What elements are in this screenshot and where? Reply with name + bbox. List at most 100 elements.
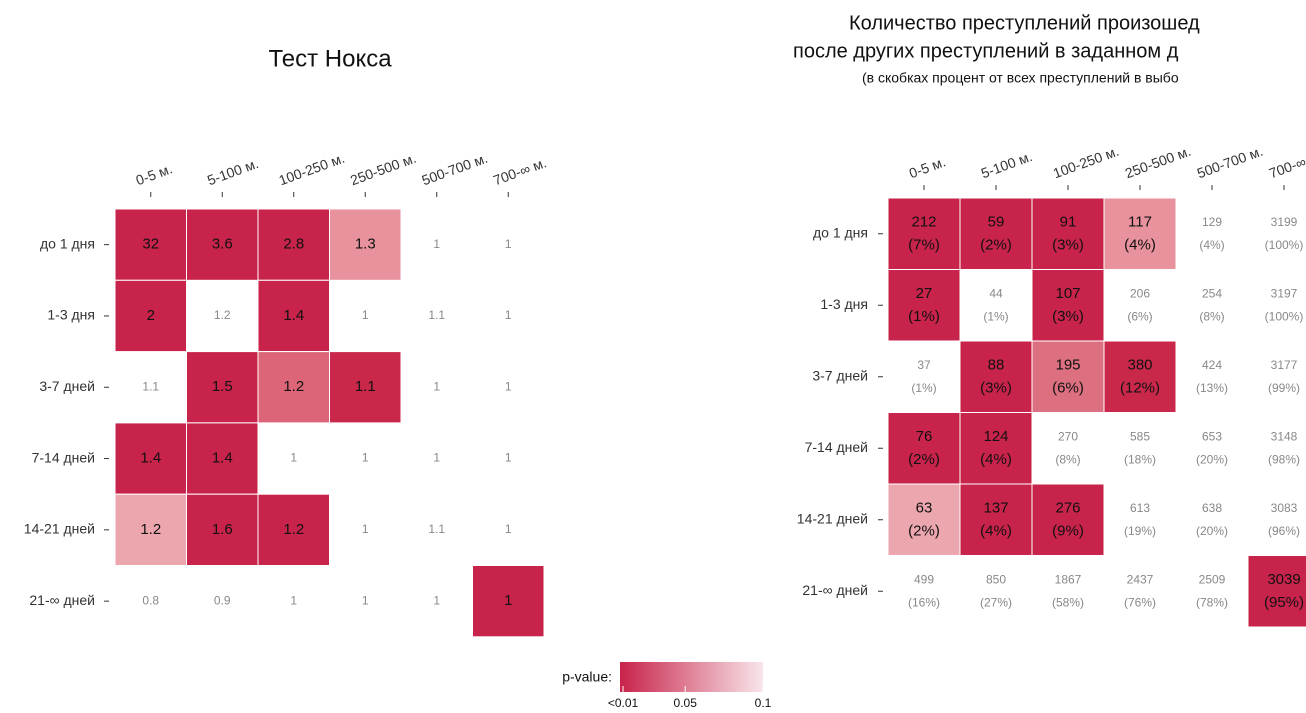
cell <box>186 351 259 424</box>
cell-label: 3.6 <box>212 236 233 253</box>
cell-label: 27 <box>916 285 933 302</box>
cell-label: 499 <box>914 572 934 586</box>
cell-label: 276 <box>1055 500 1080 517</box>
x-tick-label: 0-5 м. <box>907 153 948 181</box>
cell-label: 2437 <box>1127 572 1154 586</box>
cell <box>114 422 187 495</box>
cell-label: 2509 <box>1199 572 1226 586</box>
cell-percent: (19%) <box>1124 524 1156 538</box>
cell-percent: (4%) <box>980 451 1012 468</box>
cell-label: 91 <box>1060 214 1077 231</box>
cell-label: 653 <box>1202 429 1222 443</box>
cell <box>1031 483 1105 556</box>
x-tick-label: 0-5 м. <box>134 160 175 188</box>
cell-label: 1.1 <box>428 308 445 322</box>
cell <box>1248 413 1306 485</box>
cell-percent: (3%) <box>1052 237 1084 254</box>
cell-label: 270 <box>1058 429 1078 443</box>
legend-tick-label: 0.1 <box>755 696 772 710</box>
cell-percent: (6%) <box>1127 309 1152 323</box>
cell <box>959 412 1033 485</box>
cell-label: 1 <box>433 451 440 465</box>
cell-percent: (16%) <box>908 595 940 609</box>
y-tick-label: 3-7 дней <box>39 378 95 394</box>
y-tick-label: 1-3 дня <box>820 296 868 312</box>
cell-label: 1.5 <box>212 378 233 395</box>
cell-label: 1.2 <box>283 521 304 538</box>
x-tick-label: 250-500 м. <box>1123 143 1193 182</box>
cell-label: 1.2 <box>140 521 161 538</box>
cell <box>887 412 961 485</box>
cell <box>114 493 187 567</box>
cell-label: 212 <box>911 214 936 231</box>
cell <box>1104 556 1176 628</box>
cell <box>1104 413 1176 485</box>
cell-label: 1 <box>290 451 297 465</box>
cell-label: 124 <box>983 428 1008 445</box>
chart-title: Тест Нокса <box>268 45 392 72</box>
cell-label: 1.4 <box>283 307 304 324</box>
cell <box>1248 270 1306 342</box>
cell <box>959 340 1033 413</box>
cell-label: 1867 <box>1055 572 1082 586</box>
cell-percent: (12%) <box>1120 380 1160 397</box>
cell-percent: (9%) <box>1052 523 1084 540</box>
cell-percent: (3%) <box>1052 308 1084 325</box>
cell <box>1176 270 1248 342</box>
cell-percent: (1%) <box>983 309 1008 323</box>
chart-title: после других преступлений в заданном д <box>793 40 1179 62</box>
cell <box>1031 340 1105 413</box>
cell-label: 1 <box>362 451 369 465</box>
cell-percent: (2%) <box>980 237 1012 254</box>
cell-label: 63 <box>916 500 933 517</box>
cell-label: 37 <box>917 358 931 372</box>
cell-percent: (2%) <box>908 451 940 468</box>
cell-label: 206 <box>1130 286 1150 300</box>
cell <box>960 270 1032 342</box>
cell-percent: (20%) <box>1196 452 1228 466</box>
x-tick-label: 250-500 м. <box>348 150 418 189</box>
cell-label: 1.4 <box>140 450 161 467</box>
cell <box>960 556 1032 628</box>
cell-label: 3148 <box>1271 429 1298 443</box>
cell-label: 1.2 <box>214 308 231 322</box>
cell-percent: (8%) <box>1199 309 1224 323</box>
x-tick-label: 700-∞ м. <box>491 154 549 188</box>
cell-percent: (4%) <box>980 523 1012 540</box>
chart-title: Количество преступлений произошед <box>849 12 1200 34</box>
cell-label: 1 <box>505 308 512 322</box>
cell <box>257 208 330 281</box>
cell <box>1032 413 1104 485</box>
cell-percent: (100%) <box>1265 309 1304 323</box>
cell-label: 59 <box>988 214 1005 231</box>
cell-label: 3197 <box>1271 286 1298 300</box>
cell <box>959 483 1033 556</box>
cell <box>1103 340 1177 413</box>
cell-label: 1 <box>505 237 512 251</box>
cell-label: 1 <box>433 237 440 251</box>
cell-percent: (96%) <box>1268 524 1300 538</box>
cell <box>1176 341 1248 413</box>
cell-percent: (3%) <box>980 380 1012 397</box>
x-tick-label: 5-100 м. <box>205 155 260 188</box>
cell <box>186 493 259 567</box>
cell-label: 380 <box>1127 357 1152 374</box>
cell-label: 1.3 <box>355 236 376 253</box>
x-tick-label: 500-700 м. <box>420 150 490 189</box>
cell <box>1104 484 1176 556</box>
x-tick-label: 100-250 м. <box>1051 143 1121 182</box>
cell <box>887 197 961 270</box>
cell-label: 850 <box>986 572 1006 586</box>
cell <box>1031 269 1105 342</box>
cell-percent: (95%) <box>1264 594 1304 611</box>
cell-label: 1 <box>290 593 297 607</box>
cell-percent: (58%) <box>1052 595 1084 609</box>
y-tick-label: до 1 дня <box>40 235 95 251</box>
cell-label: 0.9 <box>214 593 231 607</box>
cell-percent: (8%) <box>1055 452 1080 466</box>
cell <box>1176 413 1248 485</box>
cell-percent: (27%) <box>980 595 1012 609</box>
cell <box>887 269 961 342</box>
cell-label: 137 <box>983 500 1008 517</box>
cell <box>472 565 545 638</box>
